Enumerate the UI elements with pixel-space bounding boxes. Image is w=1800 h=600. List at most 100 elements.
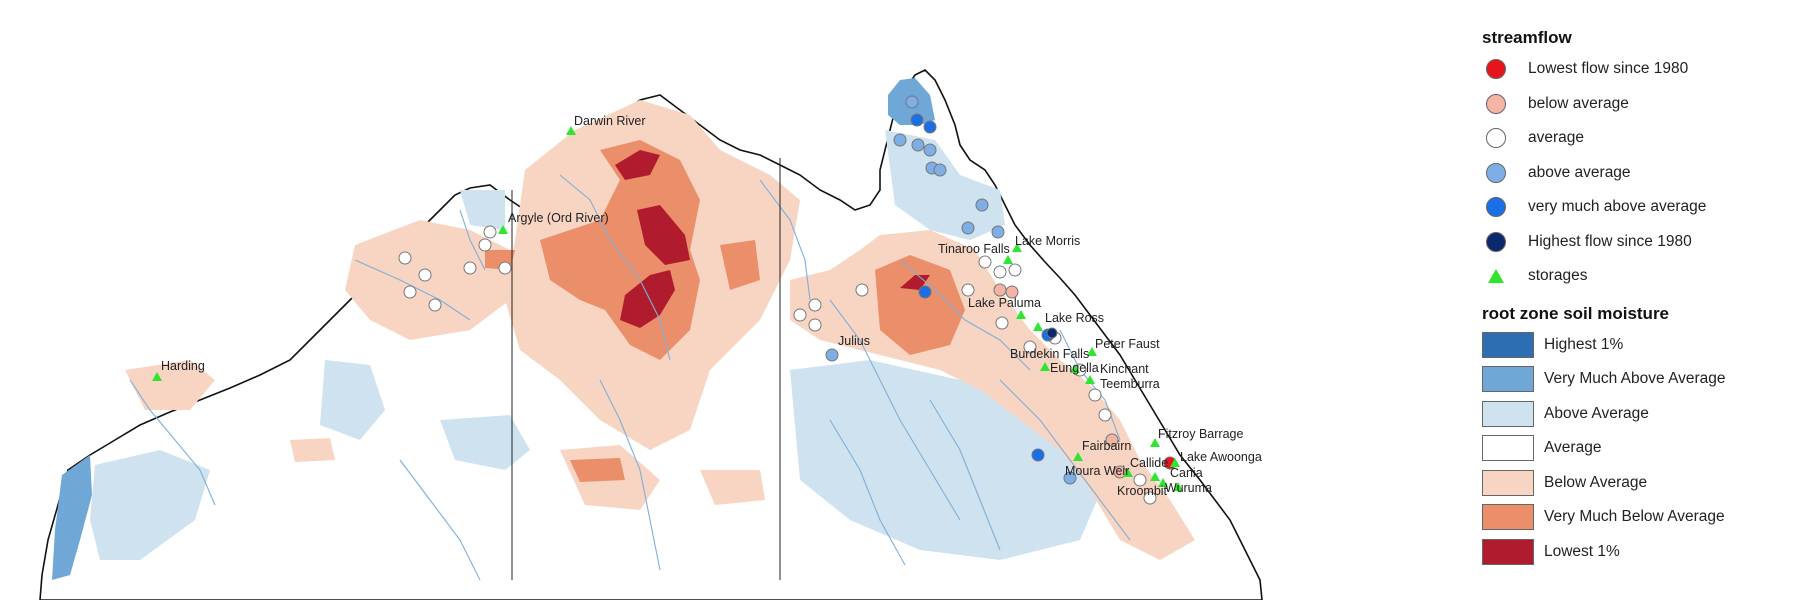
storage-triangle — [1173, 482, 1183, 491]
storage-triangle — [1070, 364, 1080, 373]
white-circle-icon — [1482, 124, 1510, 152]
marker-above-average — [905, 95, 919, 109]
storage-triangle — [1123, 468, 1133, 477]
label-wuruma: Wuruma — [1165, 481, 1212, 495]
soil-legend-swatch — [1482, 400, 1534, 427]
soil-legend-label: Lowest 1% — [1544, 542, 1620, 560]
streamflow-legend-item: storages — [1482, 259, 1794, 294]
soil-legend-swatch — [1482, 435, 1534, 462]
rivers — [129, 174, 1131, 581]
soil-legend-item: Very Much Below Average — [1482, 500, 1794, 535]
marker-average — [1143, 491, 1157, 505]
soil-legend-item: Very Much Above Average — [1482, 362, 1794, 397]
marker-above-average — [961, 221, 975, 235]
label-harding: Harding — [161, 359, 205, 373]
storage-triangle — [1158, 478, 1168, 487]
green-triangle-icon — [1482, 262, 1510, 290]
streamflow-legend-title: streamflow — [1482, 28, 1572, 47]
soil-legend-label: Highest 1% — [1544, 335, 1624, 353]
pink-circle-icon — [1482, 90, 1510, 118]
label-moura-weir: Moura Weir — [1065, 464, 1129, 478]
marker-very-much-above — [918, 285, 932, 299]
soil-legend-swatch — [1482, 366, 1534, 393]
marker-average — [995, 316, 1009, 330]
marker-above-average — [933, 163, 947, 177]
storage-triangle — [1033, 322, 1043, 331]
marker-average — [403, 285, 417, 299]
soil-legend-label: Below Average — [1544, 473, 1648, 491]
soil-legend-item: Below Average — [1482, 466, 1794, 501]
label-lake-ross: Lake Ross — [1045, 311, 1104, 325]
soil-legend-swatch — [1482, 504, 1534, 531]
label-fairbairn: Fairbairn — [1082, 439, 1131, 453]
storage-triangle — [1012, 243, 1022, 252]
streamflow-legend-item: above average — [1482, 156, 1794, 191]
streamflow-legend-label: average — [1528, 129, 1585, 147]
marker-average — [793, 308, 807, 322]
blue-circle-icon — [1482, 193, 1510, 221]
storage-triangle — [1085, 375, 1095, 384]
label-kinchant: Kinchant — [1100, 362, 1149, 376]
streamflow-legend-item: very much above average — [1482, 190, 1794, 225]
storage-triangle — [1150, 438, 1160, 447]
legend: streamflow Lowest flow since 1980 below a… — [1482, 24, 1794, 569]
streamflow-legend-label: very much above average — [1528, 198, 1707, 216]
marker-average — [498, 261, 512, 275]
marker-average — [1088, 388, 1102, 402]
map-canvas: Darwin River Argyle (Ord River) Harding … — [39, 69, 1263, 600]
streamflow-markers — [398, 95, 1177, 505]
label-lake-morris: Lake Morris — [1015, 234, 1080, 248]
label-julius: Julius — [838, 334, 870, 348]
label-fitzroy-barrage: Fitzroy Barrage — [1158, 427, 1243, 441]
marker-average — [398, 251, 412, 265]
label-lake-awoonga: Lake Awoonga — [1180, 450, 1262, 464]
label-burdekin-falls: Burdekin Falls — [1010, 347, 1089, 361]
label-tinaroo-falls: Tinaroo Falls — [938, 242, 1010, 256]
marker-very-much-above — [923, 120, 937, 134]
soil-legend-swatch — [1482, 469, 1534, 496]
navy-circle-icon — [1482, 228, 1510, 256]
marker-average — [855, 283, 869, 297]
streamflow-legend-label: storages — [1528, 267, 1588, 285]
marker-average — [428, 298, 442, 312]
marker-average — [808, 298, 822, 312]
storage-markers — [152, 126, 1183, 491]
marker-average — [961, 283, 975, 297]
storage-triangle — [1040, 362, 1050, 371]
marker-above-average — [893, 133, 907, 147]
storage-triangle — [498, 225, 508, 234]
soil-legend-swatch — [1482, 331, 1534, 358]
marker-average — [978, 255, 992, 269]
streamflow-legend-item: Lowest flow since 1980 — [1482, 52, 1794, 87]
label-argyle: Argyle (Ord River) — [508, 211, 609, 225]
marker-above-average — [825, 348, 839, 362]
storage-triangle — [1016, 310, 1026, 319]
marker-very-much-above — [910, 113, 924, 127]
streamflow-legend-label: Lowest flow since 1980 — [1528, 60, 1689, 78]
marker-average — [483, 225, 497, 239]
soil-legend-label: Average — [1544, 439, 1602, 457]
marker-average — [1098, 408, 1112, 422]
marker-average — [993, 265, 1007, 279]
soil-legend-item: Highest 1% — [1482, 328, 1794, 363]
marker-average — [478, 238, 492, 252]
storage-triangle — [1170, 458, 1180, 467]
marker-above-average — [991, 225, 1005, 239]
marker-average — [1008, 263, 1022, 277]
marker-very-much-above — [1031, 448, 1045, 462]
soil-legend-title: root zone soil moisture — [1482, 303, 1670, 323]
streamflow-legend-item: Highest flow since 1980 — [1482, 225, 1794, 260]
marker-highest-flow — [1046, 327, 1058, 339]
storage-triangle — [566, 126, 576, 135]
soil-legend-label: Very Much Below Average — [1544, 508, 1725, 526]
storage-triangle — [1003, 255, 1013, 264]
light-blue-circle-icon — [1482, 159, 1510, 187]
streamflow-legend-item: below average — [1482, 87, 1794, 122]
marker-above-average — [923, 143, 937, 157]
label-cania: Cania — [1170, 466, 1203, 480]
marker-below-average — [1005, 285, 1019, 299]
map-labels: Darwin River Argyle (Ord River) Harding … — [161, 114, 1262, 498]
soil-legend-swatch — [1482, 538, 1534, 565]
storage-triangle — [152, 372, 162, 381]
